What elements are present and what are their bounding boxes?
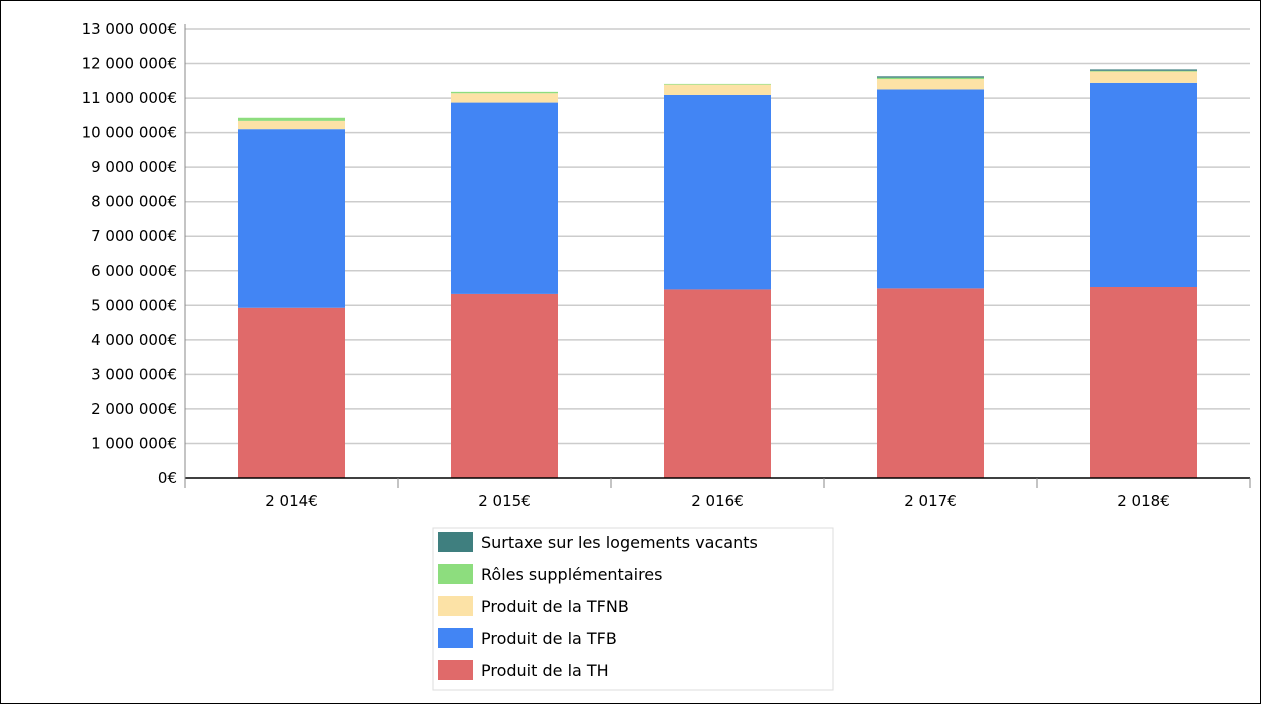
x-tick-label: 2 015€ <box>478 492 531 510</box>
legend-swatch <box>438 628 473 648</box>
y-tick-label: 8 000 000€ <box>91 193 177 211</box>
axes <box>184 24 1251 488</box>
legend-swatch <box>438 660 473 680</box>
bar-segment <box>451 293 558 478</box>
legend-label: Produit de la TFNB <box>481 597 629 616</box>
legend-label: Rôles supplémentaires <box>481 565 662 584</box>
y-tick-label: 9 000 000€ <box>91 158 177 176</box>
y-tick-label: 10 000 000€ <box>82 124 177 142</box>
bar-segment <box>238 117 345 121</box>
legend-swatch <box>438 532 473 552</box>
legend-box <box>432 527 834 691</box>
y-axis-labels: 0€ 1 000 000€ 2 000 000€ 3 000 000€ 4 000 00… <box>82 20 177 487</box>
y-tick-label: 7 000 000€ <box>91 227 177 245</box>
bar-segment <box>877 77 984 80</box>
bar-segment <box>877 89 984 289</box>
bar-segment <box>1090 287 1197 478</box>
bar-segment <box>1090 70 1197 72</box>
bars <box>238 69 1197 478</box>
bar-segment <box>238 120 345 130</box>
y-tick-label: 2 000 000€ <box>91 400 177 418</box>
bar-segment <box>451 93 558 103</box>
bar-segment <box>451 91 558 94</box>
bar-segment <box>877 79 984 90</box>
legend: Surtaxe sur les logements vacants Rôles s… <box>432 527 834 691</box>
y-tick-label: 0€ <box>158 469 177 487</box>
legend-label: Produit de la TFB <box>481 629 617 648</box>
y-tick-label: 11 000 000€ <box>82 89 177 107</box>
x-tick-label: 2 017€ <box>904 492 957 510</box>
bar-segment <box>451 102 558 294</box>
bar-segment <box>664 84 771 95</box>
bar-segment <box>664 289 771 478</box>
bar-segment <box>1090 71 1197 83</box>
y-tick-label: 13 000 000€ <box>82 20 177 38</box>
bar-segment <box>877 76 984 78</box>
y-tick-label: 5 000 000€ <box>91 296 177 314</box>
bar-segment <box>877 288 984 478</box>
y-tick-label: 4 000 000€ <box>91 331 177 349</box>
y-tick-label: 3 000 000€ <box>91 365 177 383</box>
x-tick-label: 2 014€ <box>265 492 318 510</box>
bar-segment <box>1090 69 1197 71</box>
legend-swatch <box>438 596 473 616</box>
bar-segment <box>664 94 771 290</box>
x-axis-labels: 2 014€ 2 015€ 2 016€ 2 017€ 2 018€ <box>265 492 1170 510</box>
y-tick-label: 12 000 000€ <box>82 55 177 73</box>
x-tick-label: 2 018€ <box>1117 492 1170 510</box>
legend-swatch <box>438 564 473 584</box>
legend-label: Surtaxe sur les logements vacants <box>481 533 758 552</box>
x-tick-label: 2 016€ <box>691 492 744 510</box>
bar-segment <box>1090 82 1197 288</box>
bar-segment <box>238 307 345 478</box>
bar-segment <box>664 83 771 85</box>
y-tick-label: 1 000 000€ <box>91 434 177 452</box>
bar-segment <box>238 129 345 308</box>
legend-label: Produit de la TH <box>481 661 609 680</box>
y-tick-label: 6 000 000€ <box>91 262 177 280</box>
